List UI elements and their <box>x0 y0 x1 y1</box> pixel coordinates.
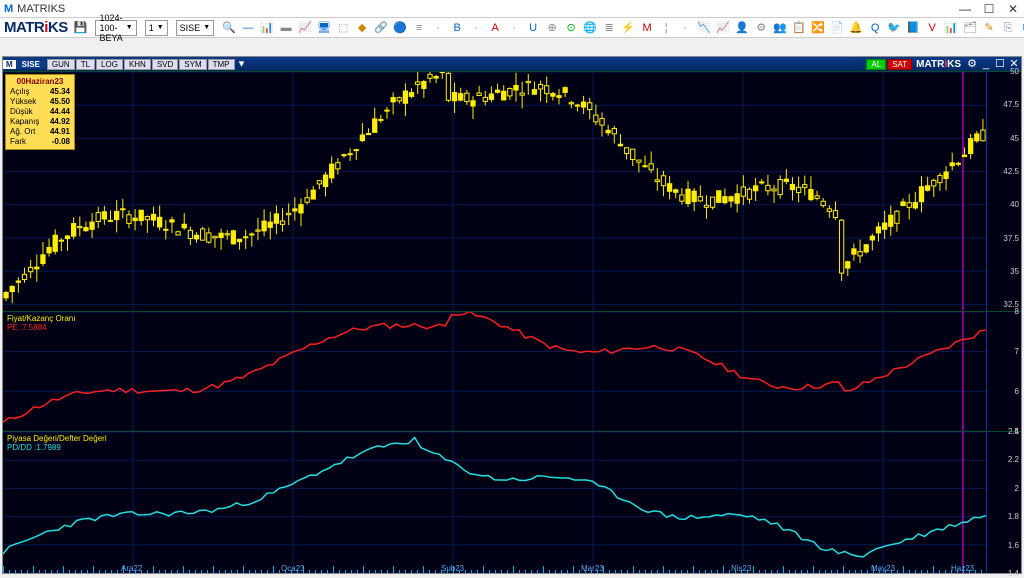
infobox-row: Düşük44.44 <box>10 107 70 117</box>
toolbar-icon-32[interactable]: 📄 <box>830 21 844 35</box>
toolbar-icon-7[interactable]: ◆ <box>355 21 369 35</box>
symbol-dropdown[interactable]: SISE▼ <box>176 20 214 36</box>
chart-tab-tmp[interactable]: TMP <box>208 59 235 70</box>
main-toolbar: MATRiKS 💾 1024-100-BEYA▼ 1▼ SISE▼ 🔍 — 📊 ▬ 📈 🖥… <box>0 18 1024 38</box>
chart-min-icon[interactable]: _ <box>979 57 993 71</box>
save-icon[interactable]: 💾 <box>74 21 88 35</box>
toolbar-icon-42[interactable]: ✉ <box>1020 21 1024 35</box>
toolbar-icon-26[interactable]: 📈 <box>716 21 730 35</box>
toolbar-icon-39[interactable]: 🗂 <box>963 21 977 35</box>
toolbar-icon-18[interactable]: ⊙ <box>564 21 578 35</box>
toolbar-icon-5[interactable]: 🖥 <box>317 21 331 35</box>
toolbar-icon-33[interactable]: 🔔 <box>849 21 863 35</box>
infobox-row: Açılış45.34 <box>10 87 70 97</box>
toolbar-icon-29[interactable]: 👥 <box>773 21 787 35</box>
chart-tab-sym[interactable]: SYM <box>179 59 206 70</box>
infobox-row: Fark-0.08 <box>10 137 70 147</box>
toolbar-icon-22[interactable]: M <box>640 21 654 35</box>
toolbar-icon-3[interactable]: ▬ <box>279 21 293 35</box>
toolbar-icons: 🔍 — 📊 ▬ 📈 🖥 ⬚ ◆ 🔗 🔵 ≡ · B · A · U ⊕ ⊙ 🌐 ≣ ⚡ M ¦ · 📉 📈 👤 ⚙ 👥 📋 🔀 📄 🔔 Q 🐦 📘 V 📊 🗂… <box>222 21 1024 35</box>
toolbar-icon-25[interactable]: 📉 <box>697 21 711 35</box>
toolbar-icon-0[interactable]: 🔍 <box>222 21 236 35</box>
xaxis-label: Haz23 <box>951 564 974 573</box>
toolbar-icon-19[interactable]: 🌐 <box>583 21 597 35</box>
toolbar-icon-14[interactable]: A <box>488 21 502 35</box>
xaxis-label: May23 <box>871 564 895 573</box>
toolbar-icon-23[interactable]: ¦ <box>659 21 673 35</box>
buy-button[interactable]: AL <box>866 59 886 70</box>
toolbar-icon-34[interactable]: Q <box>868 21 882 35</box>
chart-tab-khn[interactable]: KHN <box>124 59 151 70</box>
toolbar-icon-11[interactable]: · <box>431 21 445 35</box>
infobox-row: Yüksek45.50 <box>10 97 70 107</box>
infobox-row: Kapanış44.92 <box>10 117 70 127</box>
window-controls: — ☐ ✕ <box>958 2 1020 16</box>
minimize-button[interactable]: — <box>958 2 972 16</box>
toolbar-icon-30[interactable]: 📋 <box>792 21 806 35</box>
toolbar-icon-9[interactable]: 🔵 <box>393 21 407 35</box>
chart-tab-gun[interactable]: GUN <box>47 59 75 70</box>
chart-tab-tl[interactable]: TL <box>76 59 95 70</box>
toolbar-icon-15[interactable]: · <box>507 21 521 35</box>
xaxis-label: Nis23 <box>731 564 751 573</box>
xaxis-label: Ara22 <box>121 564 142 573</box>
toolbar-icon-2[interactable]: 📊 <box>260 21 274 35</box>
pb-label: Piyasa Değeri/Defter Değeri PD/DD :1.798… <box>7 434 107 452</box>
pb-pane[interactable]: Ara22Oca23Şub23Mar23Nis23May23Haz23 1.41… <box>3 431 1021 573</box>
xaxis-label: Oca23 <box>281 564 305 573</box>
toolbar-icon-1[interactable]: — <box>241 21 255 35</box>
toolbar-icon-24[interactable]: · <box>678 21 692 35</box>
price-pane[interactable]: 32.53537.54042.54547.550 00Haziran23 Açı… <box>3 71 1021 311</box>
chart-toolbar: M SISE GUNTLLOGKHNSVDSYMTMP ▾ ⊙ AL SAT M… <box>3 57 1021 71</box>
toolbar-icon-10[interactable]: ≡ <box>412 21 426 35</box>
app-logo-icon: M <box>4 3 13 15</box>
toolbar-icon-4[interactable]: 📈 <box>298 21 312 35</box>
toolbar-icon-12[interactable]: B <box>450 21 464 35</box>
toolbar-icon-28[interactable]: ⚙ <box>754 21 768 35</box>
chart-window: M SISE GUNTLLOGKHNSVDSYMTMP ▾ ⊙ AL SAT M… <box>2 56 1022 574</box>
toolbar-icon-41[interactable]: ⎘ <box>1001 21 1015 35</box>
toolbar-icon-21[interactable]: ⚡ <box>621 21 635 35</box>
chart-logo-icon: M <box>3 60 16 69</box>
infobox-date: 00Haziran23 <box>10 77 70 87</box>
chart-tab-log[interactable]: LOG <box>96 59 123 70</box>
toolbar-icon-6[interactable]: ⬚ <box>336 21 350 35</box>
chart-dropdown-icon[interactable]: ▾ <box>235 57 249 71</box>
toolbar-icon-8[interactable]: 🔗 <box>374 21 388 35</box>
toolbar-icon-40[interactable]: ✎ <box>982 21 996 35</box>
period-dropdown[interactable]: 1▼ <box>145 20 168 36</box>
layout-dropdown[interactable]: 1024-100-BEYA▼ <box>95 20 136 36</box>
chart-tab-svd[interactable]: SVD <box>152 59 178 70</box>
infobox-row: Ağ. Ort44.91 <box>10 127 70 137</box>
ohlc-infobox: 00Haziran23 Açılış45.34Yüksek45.50Düşük4… <box>5 74 75 150</box>
chart-symbol: SISE <box>16 60 46 69</box>
pe-pane[interactable]: 5678 Fiyat/Kazanç Oranı PE :7.5884 <box>3 311 1021 431</box>
chart-max-icon[interactable]: ☐ <box>993 57 1007 71</box>
maximize-button[interactable]: ☐ <box>982 2 996 16</box>
toolbar-icon-17[interactable]: ⊕ <box>545 21 559 35</box>
toolbar-icon-16[interactable]: U <box>526 21 540 35</box>
brand-logo: MATRiKS <box>4 19 68 36</box>
toolbar-icon-35[interactable]: 🐦 <box>887 21 901 35</box>
pe-label: Fiyat/Kazanç Oranı PE :7.5884 <box>7 314 75 332</box>
toolbar-icon-13[interactable]: · <box>469 21 483 35</box>
toolbar-icon-20[interactable]: ≣ <box>602 21 616 35</box>
toolbar-icon-37[interactable]: V <box>925 21 939 35</box>
app-title: MATRIKS <box>17 3 65 15</box>
alert-icon[interactable]: ⊙ <box>851 57 865 71</box>
chart-panes: 32.53537.54042.54547.550 00Haziran23 Açı… <box>3 71 1021 573</box>
titlebar: M MATRIKS — ☐ ✕ <box>0 0 1024 18</box>
toolbar-icon-38[interactable]: 📊 <box>944 21 958 35</box>
chart-settings-icon[interactable]: ⚙ <box>965 57 979 71</box>
sell-button[interactable]: SAT <box>887 59 912 70</box>
close-button[interactable]: ✕ <box>1006 2 1020 16</box>
toolbar-icon-36[interactable]: 📘 <box>906 21 920 35</box>
toolbar-icon-31[interactable]: 🔀 <box>811 21 825 35</box>
xaxis-label: Mar23 <box>581 564 604 573</box>
xaxis-label: Şub23 <box>441 564 464 573</box>
chart-brand: MATRiKS <box>912 59 965 70</box>
toolbar-icon-27[interactable]: 👤 <box>735 21 749 35</box>
